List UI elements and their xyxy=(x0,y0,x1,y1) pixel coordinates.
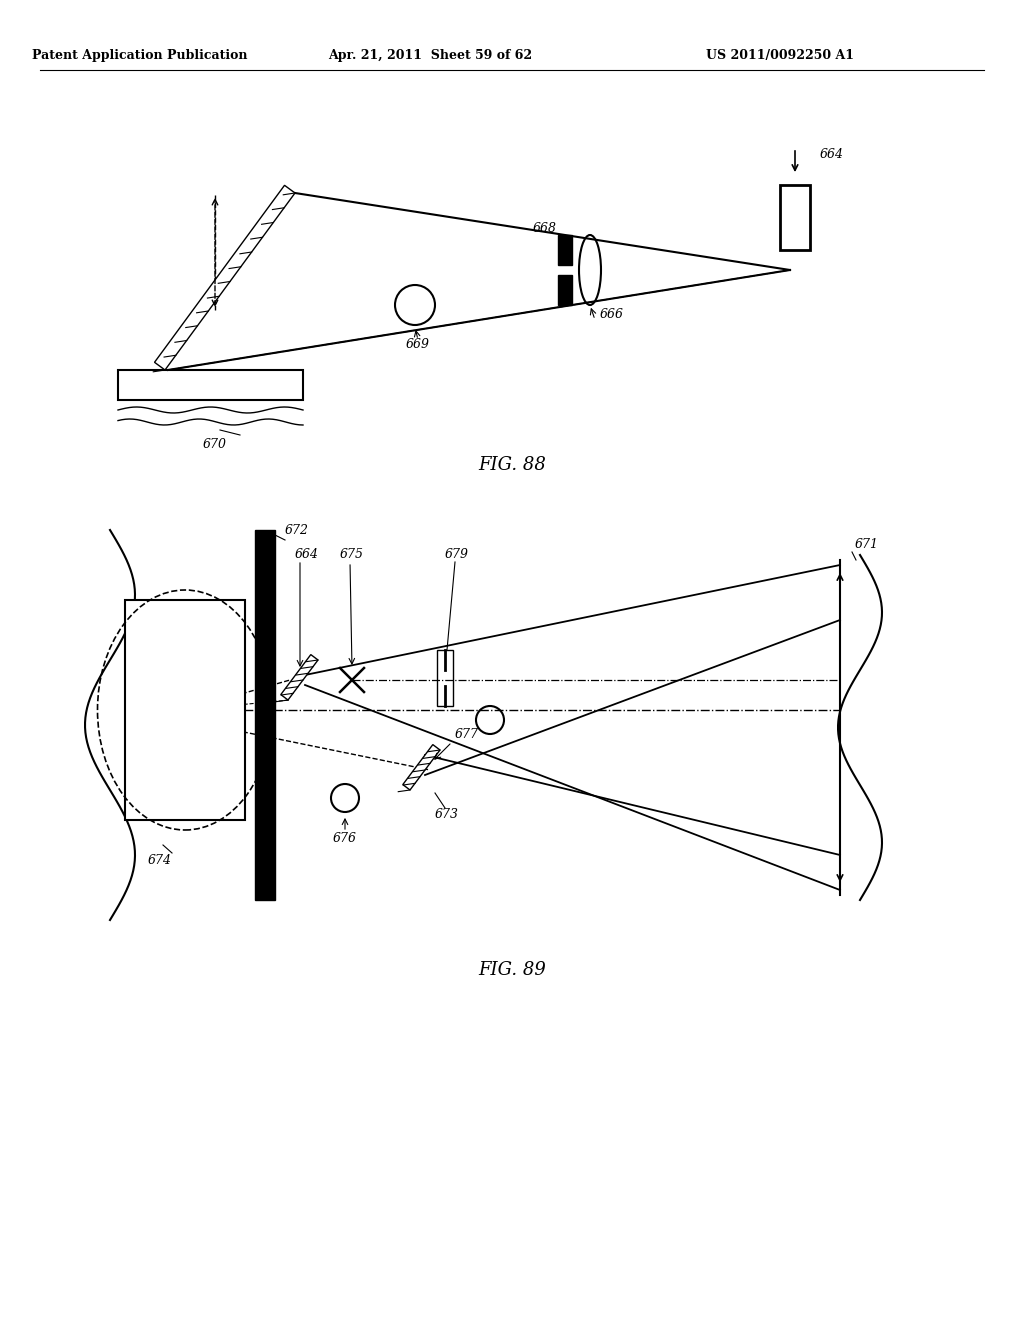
Bar xyxy=(255,531,275,900)
Text: 668: 668 xyxy=(534,222,557,235)
Polygon shape xyxy=(155,185,295,370)
Text: US 2011/0092250 A1: US 2011/0092250 A1 xyxy=(706,49,854,62)
Polygon shape xyxy=(281,655,318,700)
Bar xyxy=(558,235,572,265)
Text: 672: 672 xyxy=(285,524,309,536)
Text: 671: 671 xyxy=(855,539,879,552)
Text: 676: 676 xyxy=(333,832,357,845)
Text: FIG. 89: FIG. 89 xyxy=(478,961,546,979)
Text: 664: 664 xyxy=(820,149,844,161)
Text: 664: 664 xyxy=(295,549,319,561)
Bar xyxy=(125,601,245,820)
Text: 670: 670 xyxy=(203,438,227,451)
Text: 669: 669 xyxy=(406,338,430,351)
Bar xyxy=(558,275,572,305)
Text: 675: 675 xyxy=(340,549,364,561)
Text: Apr. 21, 2011  Sheet 59 of 62: Apr. 21, 2011 Sheet 59 of 62 xyxy=(328,49,532,62)
Text: Patent Application Publication: Patent Application Publication xyxy=(32,49,248,62)
Text: 677: 677 xyxy=(455,729,479,742)
Text: 673: 673 xyxy=(435,808,459,821)
Bar xyxy=(437,649,453,706)
Text: 674: 674 xyxy=(148,854,172,866)
Bar xyxy=(780,185,810,249)
Text: FIG. 88: FIG. 88 xyxy=(478,455,546,474)
Polygon shape xyxy=(402,744,440,789)
Bar xyxy=(118,370,303,400)
Text: 666: 666 xyxy=(600,309,624,322)
Text: 679: 679 xyxy=(445,549,469,561)
